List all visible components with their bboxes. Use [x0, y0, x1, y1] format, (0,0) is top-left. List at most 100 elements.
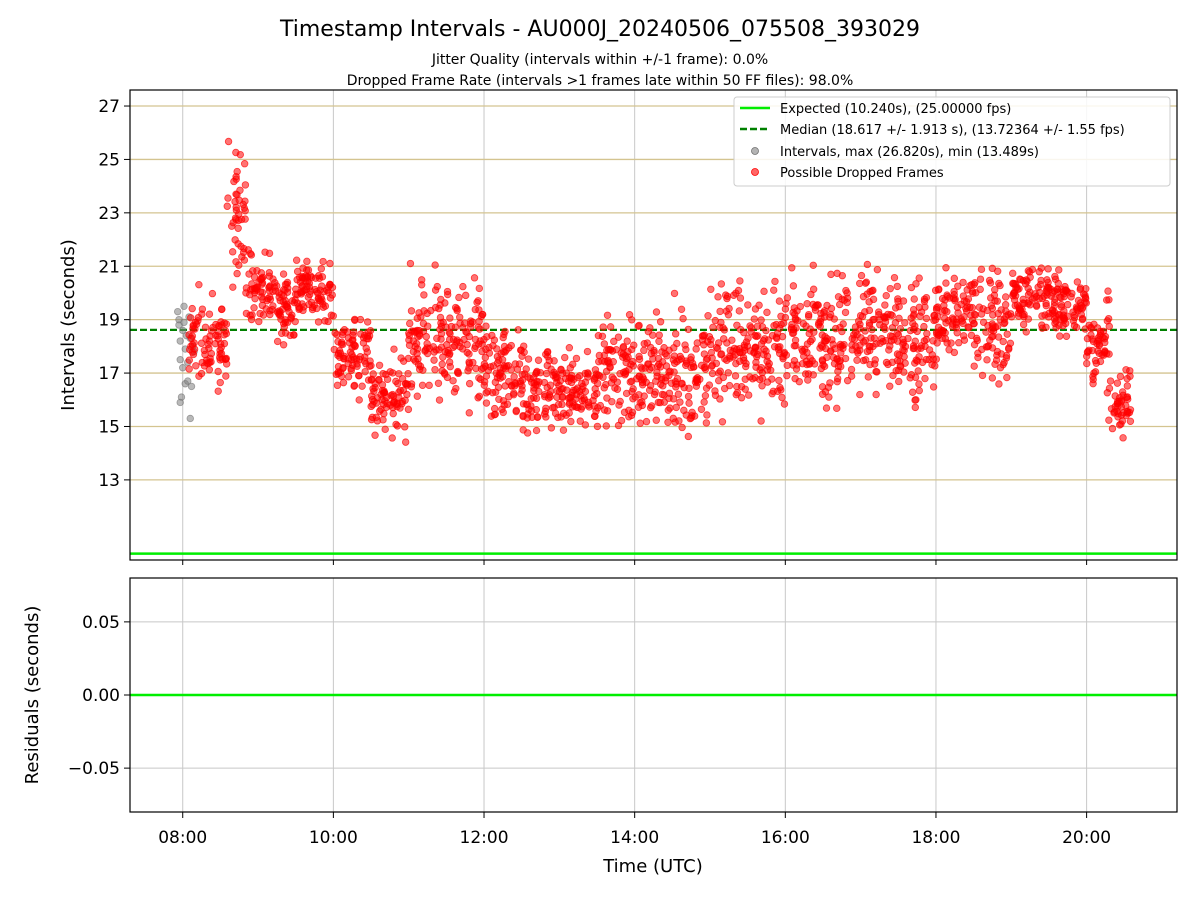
dropped-frame-point — [896, 324, 905, 333]
dropped-frame-point — [665, 389, 674, 397]
dropped-frame-point — [714, 293, 722, 301]
dropped-frame-point — [1001, 301, 1010, 309]
dropped-frame-point — [1068, 289, 1076, 298]
dropped-frame-point — [185, 356, 193, 364]
figure-subtitle-jitter: Jitter Quality (intervals within +/-1 fr… — [431, 52, 768, 68]
dropped-frame-point — [840, 296, 849, 304]
dropped-frame-point — [920, 297, 929, 306]
dropped-frame-point — [453, 306, 461, 315]
dropped-frame-point — [1009, 269, 1017, 278]
dropped-frame-point — [372, 399, 381, 407]
dropped-frame-point — [562, 411, 570, 419]
dropped-frame-point — [258, 288, 267, 297]
dropped-frame-point — [886, 342, 894, 350]
dropped-frame-point — [622, 358, 630, 367]
intervals-y-tick-label: 27 — [98, 97, 120, 117]
dropped-frame-point — [634, 322, 643, 330]
dropped-frame-point — [991, 323, 1000, 331]
dropped-frame-point — [550, 357, 558, 365]
dropped-frame-point — [656, 318, 665, 326]
dropped-frame-point — [493, 374, 502, 382]
dropped-frame-point — [450, 388, 459, 396]
dropped-frame-point — [716, 367, 724, 375]
dropped-frame-point — [1056, 332, 1064, 340]
dropped-frame-point — [465, 379, 474, 388]
dropped-frame-point — [518, 352, 526, 360]
dropped-frame-point — [634, 403, 643, 411]
dropped-frame-point — [446, 314, 454, 322]
dropped-frame-point — [433, 334, 441, 343]
dropped-frame-point — [438, 360, 446, 368]
dropped-frame-point — [474, 323, 483, 331]
dropped-frame-point — [724, 369, 732, 377]
intervals-y-tick-label: 19 — [98, 311, 120, 331]
dropped-frame-point — [1089, 337, 1098, 346]
dropped-frame-point — [1126, 417, 1135, 425]
dropped-frame-point — [900, 368, 908, 376]
dropped-frame-point — [752, 332, 761, 341]
dropped-frame-point — [735, 307, 744, 315]
dropped-frame-point — [652, 377, 660, 385]
dropped-frame-point — [417, 281, 426, 289]
dropped-frame-point — [705, 381, 714, 389]
dropped-frame-point — [672, 380, 680, 388]
dropped-frame-point — [246, 249, 255, 258]
dropped-frame-point — [907, 283, 916, 292]
dropped-frame-point — [910, 325, 918, 334]
dropped-frame-point — [399, 386, 408, 395]
dropped-frame-point — [279, 341, 288, 349]
dropped-frame-point — [321, 317, 329, 325]
dropped-frame-point — [717, 280, 726, 288]
dropped-frame-point — [1101, 332, 1110, 341]
dropped-frame-point — [317, 265, 326, 273]
dropped-frame-point — [336, 368, 345, 377]
dropped-frame-point — [811, 306, 820, 314]
dropped-frame-point — [994, 267, 1002, 275]
dropped-frame-point — [404, 405, 413, 414]
dropped-frame-point — [281, 280, 290, 289]
dropped-frame-point — [534, 356, 543, 364]
dropped-frame-point — [240, 160, 249, 168]
legend-expected-label: Expected (10.240s), (25.00000 fps) — [780, 102, 1011, 117]
dropped-frame-point — [976, 275, 985, 283]
dropped-frame-point — [275, 307, 283, 315]
dropped-frame-point — [682, 361, 690, 369]
dropped-frame-point — [565, 344, 574, 352]
dropped-frame-point — [964, 295, 973, 303]
dropped-frame-point — [459, 323, 467, 332]
dropped-frame-point — [803, 299, 811, 308]
dropped-frame-point — [1053, 285, 1062, 293]
dropped-frame-point — [420, 291, 428, 299]
dropped-frame-point — [535, 387, 543, 396]
dropped-frame-point — [935, 331, 943, 339]
dropped-frame-point — [781, 313, 790, 322]
dropped-frame-point — [224, 137, 233, 146]
dropped-frame-point — [379, 416, 387, 424]
dropped-frame-point — [566, 364, 574, 372]
dropped-frame-point — [491, 388, 500, 396]
dropped-frame-point — [593, 379, 602, 388]
dropped-frame-point — [228, 248, 237, 256]
dropped-frame-point — [363, 348, 372, 356]
dropped-frame-point — [339, 378, 348, 387]
dropped-frame-point — [841, 308, 850, 317]
dropped-frame-point — [757, 363, 765, 372]
dropped-frame-point — [523, 429, 532, 437]
dropped-frame-point — [809, 261, 817, 269]
dropped-frame-point — [1119, 434, 1127, 442]
residuals-x-tick-label: 14:00 — [610, 828, 659, 848]
dropped-frame-point — [187, 314, 195, 322]
dropped-frame-point — [1006, 339, 1015, 348]
dropped-frame-point — [833, 404, 841, 413]
dropped-frame-point — [1009, 292, 1017, 300]
dropped-frame-point — [505, 377, 513, 386]
dropped-frame-point — [650, 346, 658, 355]
dropped-frame-point — [470, 274, 479, 282]
dropped-frame-point — [589, 396, 597, 405]
dropped-frame-point — [866, 360, 874, 369]
dropped-frame-point — [899, 338, 908, 347]
dropped-frame-point — [655, 337, 663, 345]
dropped-frame-point — [708, 369, 717, 378]
dropped-frame-point — [781, 305, 790, 313]
dropped-frame-point — [510, 389, 518, 397]
